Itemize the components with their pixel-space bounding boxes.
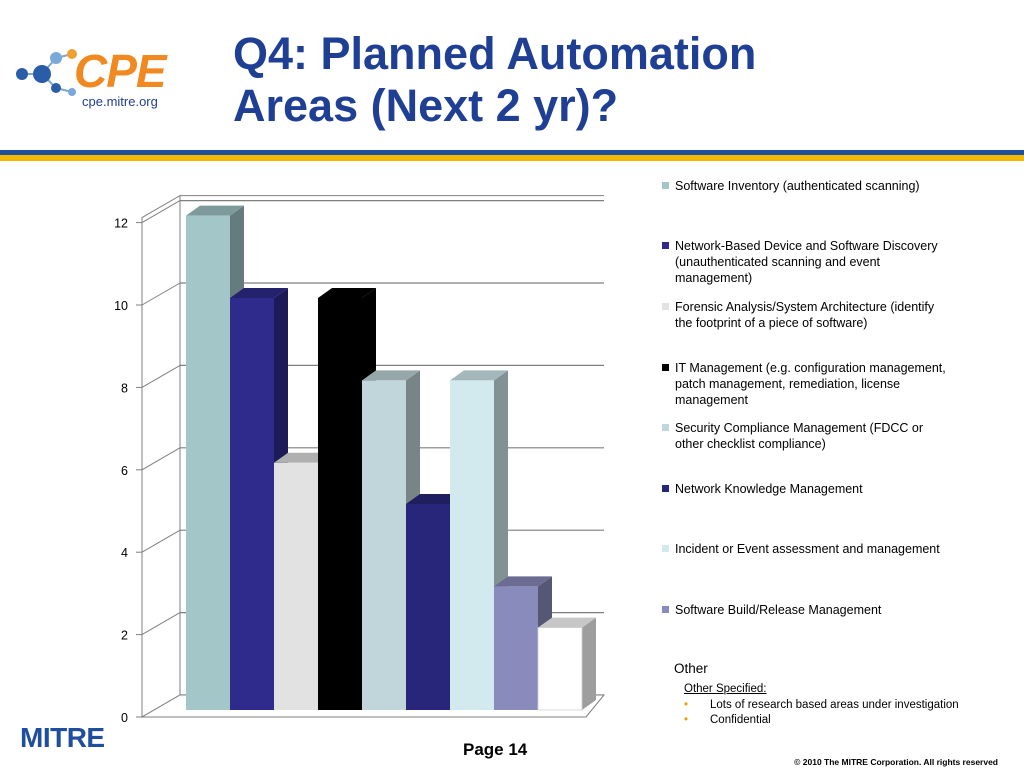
bar-top <box>538 617 596 628</box>
legend-swatch <box>662 606 669 613</box>
bar-top <box>186 205 244 216</box>
legend-label: Software Build/Release Management <box>675 603 882 617</box>
bar-front <box>362 380 406 710</box>
chart-area: 0 2 4 6 8 10 12 <box>0 160 1024 730</box>
bar-top <box>274 452 332 463</box>
gridline-diagonal <box>141 364 181 388</box>
gridline-diagonal <box>141 612 181 636</box>
y-tick-label: 8 <box>121 381 128 395</box>
legend-swatch <box>662 364 669 371</box>
bar-front <box>186 215 230 710</box>
legend-item-6: Network Knowledge Management <box>662 481 952 497</box>
bar-side <box>582 617 596 710</box>
mitre-logo: MITRE <box>20 722 120 758</box>
legend-swatch <box>662 303 669 310</box>
legend-swatch <box>662 242 669 249</box>
bar-top <box>230 288 288 298</box>
bar-chart: 0 2 4 6 8 10 12 <box>114 194 606 725</box>
y-tick-label: 2 <box>121 629 128 643</box>
bar-front <box>450 380 494 710</box>
legend-item-8: Software Build/Release Management <box>662 602 952 618</box>
bar-front <box>537 627 583 711</box>
legend-swatch <box>662 424 669 431</box>
other-specified-label: Other Specified: <box>684 683 767 695</box>
y-tick-label: 6 <box>121 464 128 478</box>
bar-top <box>450 370 508 381</box>
other-item-2: • Confidential <box>684 714 771 726</box>
copyright: © 2010 The MITRE Corporation. All rights… <box>794 757 998 767</box>
legend-swatch <box>662 545 669 552</box>
other-item-1-text: Lots of research based areas under inves… <box>710 699 959 711</box>
legend-swatch <box>662 485 669 492</box>
y-tick-label: 4 <box>121 546 128 560</box>
bar-top <box>318 288 376 298</box>
legend-swatch <box>662 182 669 189</box>
legend-label: Network-Based Device and Software Discov… <box>675 239 938 285</box>
gridline-diagonal <box>141 529 181 553</box>
bar-front <box>494 586 538 710</box>
mitre-logo-text: MITRE <box>20 722 105 753</box>
legend-item-1: Software Inventory (authenticated scanni… <box>662 178 952 194</box>
bar-front <box>274 462 318 710</box>
y-tick-label: 0 <box>121 711 128 725</box>
bar-top <box>494 576 552 587</box>
bullet-icon: • <box>684 699 689 711</box>
legend-label: Forensic Analysis/System Architecture (i… <box>675 300 935 330</box>
bar-front <box>318 298 362 710</box>
gridline-diagonal <box>141 447 181 471</box>
legend-item-5: Security Compliance Management (FDCC or … <box>662 420 952 452</box>
bar-front <box>230 298 274 710</box>
cpe-logo-text: CPE <box>74 45 167 97</box>
y-tick-label: 12 <box>114 217 128 231</box>
bar-top <box>362 370 420 381</box>
legend-label: Security Compliance Management (FDCC or … <box>675 421 924 451</box>
other-heading: Other <box>674 661 708 676</box>
cpe-logo: CPE cpe.mitre.org <box>12 40 202 120</box>
header-rule-gold <box>0 155 1024 161</box>
legend-item-2: Network-Based Device and Software Discov… <box>662 238 952 286</box>
header-rule-blue <box>0 150 1024 155</box>
legend-label: Incident or Event assessment and managem… <box>675 542 940 556</box>
legend-label: Software Inventory (authenticated scanni… <box>675 179 920 193</box>
slide-title-line-1: Q4: Planned Automation <box>233 28 757 79</box>
legend-label: Network Knowledge Management <box>675 482 863 496</box>
bar-9 <box>537 617 596 711</box>
bar-front <box>406 504 450 710</box>
bullet-icon: • <box>684 714 689 726</box>
legend-label: IT Management (e.g. configuration manage… <box>675 361 946 407</box>
gridline-diagonal <box>141 282 181 306</box>
bar-top <box>406 494 464 504</box>
y-tick-label: 10 <box>114 299 128 313</box>
slide-title-line-2: Areas (Next 2 yr)? <box>233 80 619 131</box>
gridline-diagonal <box>141 200 181 224</box>
legend-item-7: Incident or Event assessment and managem… <box>662 541 952 557</box>
chart-side-wall <box>141 194 181 718</box>
page-number: Page 14 <box>463 740 528 759</box>
cpe-logo-url: cpe.mitre.org <box>82 94 158 109</box>
other-item-2-text: Confidential <box>710 714 771 726</box>
slide-title: Q4: Planned Automation Areas (Next 2 yr)… <box>233 28 933 132</box>
other-item-1: • Lots of research based areas under inve… <box>684 699 959 711</box>
legend-item-4: IT Management (e.g. configuration manage… <box>662 360 952 408</box>
legend-item-3: Forensic Analysis/System Architecture (i… <box>662 299 952 331</box>
